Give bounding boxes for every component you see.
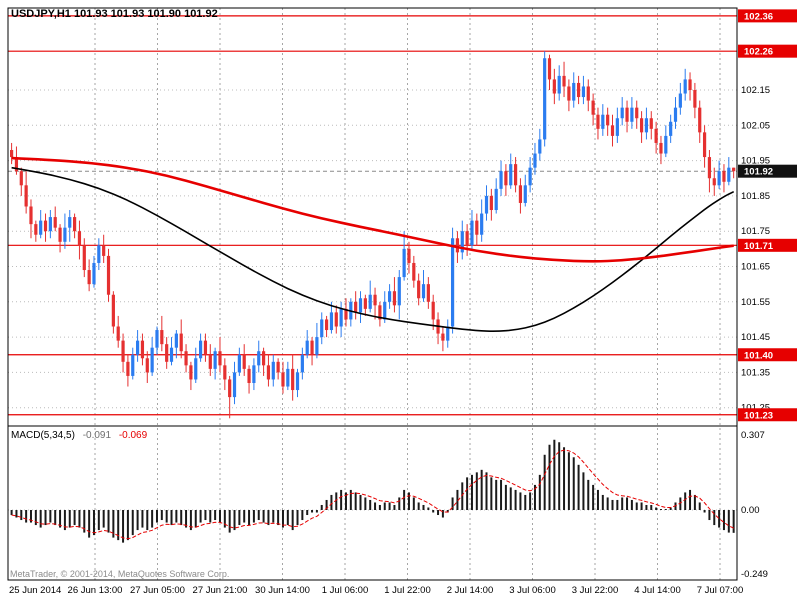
price-level-label — [738, 238, 797, 252]
black-ma-line — [11, 166, 735, 333]
svg-text:101.25: 101.25 — [741, 403, 770, 414]
price-level-label — [738, 408, 797, 422]
macd-main-value: -0.091 — [82, 430, 112, 441]
axis-labels: 102.15 102.05 101.95 101.85 101.75 101.65 101.… — [9, 9, 797, 596]
price-level-label — [738, 9, 797, 23]
macd-layer — [10, 439, 735, 543]
svg-text:7 Jul 07:00: 7 Jul 07:00 — [697, 585, 743, 596]
svg-text:1 Jul 22:00: 1 Jul 22:00 — [384, 585, 430, 596]
svg-text:101.71: 101.71 — [744, 241, 774, 252]
svg-text:101.75: 101.75 — [741, 226, 770, 237]
svg-text:102.26: 102.26 — [744, 47, 773, 58]
level-lines — [8, 15, 737, 416]
svg-text:3 Jul 22:00: 3 Jul 22:00 — [572, 585, 618, 596]
svg-text:101.45: 101.45 — [741, 332, 770, 343]
svg-text:101.40: 101.40 — [744, 350, 773, 361]
svg-text:0.307: 0.307 — [741, 430, 765, 441]
macd-indicator-label: MACD(5,34,5) -0.091 -0.069 — [11, 430, 147, 441]
macd-signal-value: -0.069 — [118, 430, 148, 441]
svg-text:101.85: 101.85 — [741, 191, 770, 202]
price-level-label — [738, 348, 797, 362]
symbol-info: USDJPY,H1 101.93 101.93 101.90 101.92 — [11, 8, 218, 20]
svg-text:101.23: 101.23 — [744, 410, 773, 421]
macd-name: MACD(5,34,5) — [11, 430, 75, 441]
svg-text:102.05: 102.05 — [741, 120, 770, 131]
svg-text:2 Jul 14:00: 2 Jul 14:00 — [447, 585, 493, 596]
svg-text:26 Jun 13:00: 26 Jun 13:00 — [68, 585, 123, 596]
panel-borders — [7, 7, 738, 581]
svg-text:101.65: 101.65 — [741, 262, 770, 273]
svg-text:101.95: 101.95 — [741, 156, 770, 167]
price-level-label — [738, 44, 797, 58]
svg-text:27 Jun 21:00: 27 Jun 21:00 — [193, 585, 248, 596]
svg-text:101.55: 101.55 — [741, 297, 770, 308]
svg-text:0.00: 0.00 — [741, 505, 760, 516]
svg-text:27 Jun 05:00: 27 Jun 05:00 — [130, 585, 185, 596]
macd-signal-line — [11, 449, 734, 540]
svg-text:-0.249: -0.249 — [741, 569, 768, 580]
svg-text:102.15: 102.15 — [741, 85, 770, 96]
svg-text:30 Jun 14:00: 30 Jun 14:00 — [255, 585, 310, 596]
copyright-text: MetaTrader, © 2001-2014, MetaQuotes Soft… — [10, 569, 230, 579]
svg-text:3 Jul 06:00: 3 Jul 06:00 — [509, 585, 555, 596]
svg-text:102.36: 102.36 — [744, 11, 773, 22]
grid-layer — [8, 8, 737, 580]
svg-text:101.92: 101.92 — [744, 167, 773, 178]
red-ma-line — [11, 156, 734, 263]
svg-text:1 Jul 06:00: 1 Jul 06:00 — [322, 585, 368, 596]
ma-lines — [11, 156, 735, 333]
price-level-label — [738, 164, 797, 178]
svg-text:4 Jul 14:00: 4 Jul 14:00 — [634, 585, 680, 596]
svg-text:25 Jun 2014: 25 Jun 2014 — [9, 585, 61, 596]
candles-layer — [10, 51, 736, 419]
svg-text:101.35: 101.35 — [741, 367, 770, 378]
